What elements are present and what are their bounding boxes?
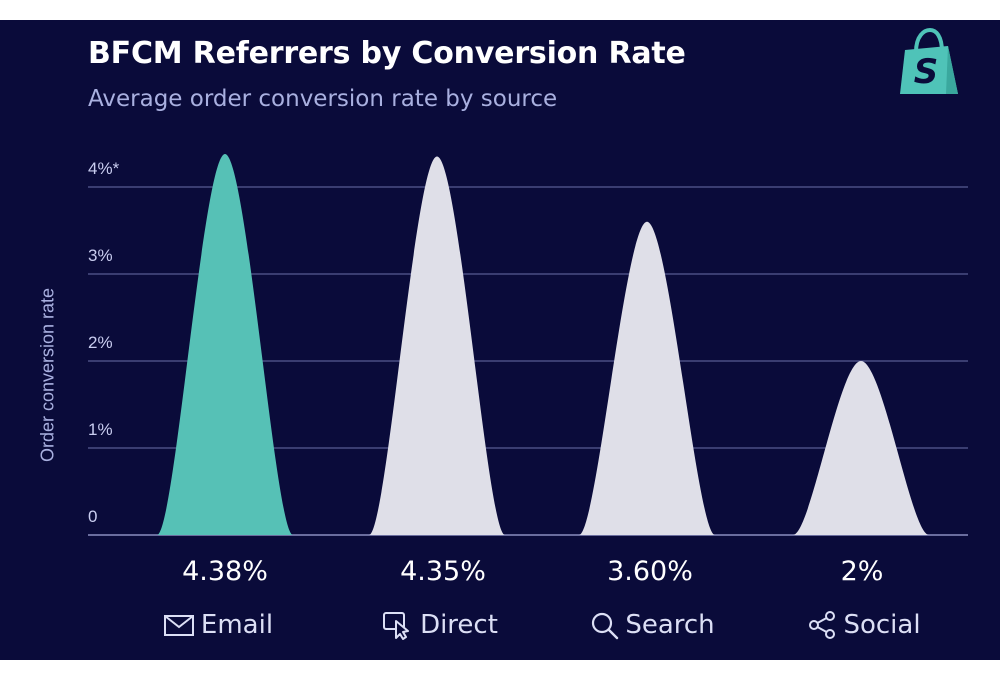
curve-social	[793, 361, 929, 535]
category-label: Search	[625, 610, 715, 640]
magnifier-icon	[592, 612, 619, 640]
y-axis-label: Order conversion rate	[37, 287, 58, 463]
y-tick-label: 0	[88, 507, 98, 526]
category-social: Social	[764, 610, 964, 640]
data-label: 4.35%	[400, 556, 486, 587]
y-tick-label: 4%*	[88, 159, 120, 178]
curve-search	[579, 221, 715, 536]
category-label: Email	[200, 610, 274, 640]
chart-title: BFCM Referrers by Conversion Rate	[88, 36, 686, 71]
data-label: 2%	[840, 556, 884, 587]
y-tick-label: 1%	[88, 420, 113, 439]
category-search: Search	[552, 610, 752, 640]
y-tick-label: 2%	[88, 333, 113, 352]
chart-subtitle: Average order conversion rate by source	[88, 86, 558, 112]
shopify-logo-icon: S	[900, 28, 958, 94]
data-label: 3.60%	[607, 556, 693, 587]
cursor-click-icon	[383, 612, 410, 640]
share-icon	[809, 611, 836, 639]
data-label: 4.38%	[182, 556, 268, 587]
svg-text:S: S	[914, 52, 939, 92]
envelope-icon	[163, 615, 194, 636]
category-label: Social	[843, 610, 921, 640]
plot-area	[88, 153, 968, 536]
curve-email	[157, 153, 293, 535]
chart-card: BFCM Referrers by Conversion Rate Averag…	[0, 20, 1000, 660]
y-tick-label: 3%	[88, 246, 113, 265]
series-curves	[157, 153, 929, 536]
category-email: Email	[118, 610, 318, 640]
curve-direct	[369, 156, 505, 536]
category-label: Direct	[420, 610, 498, 640]
category-direct: Direct	[340, 610, 540, 640]
